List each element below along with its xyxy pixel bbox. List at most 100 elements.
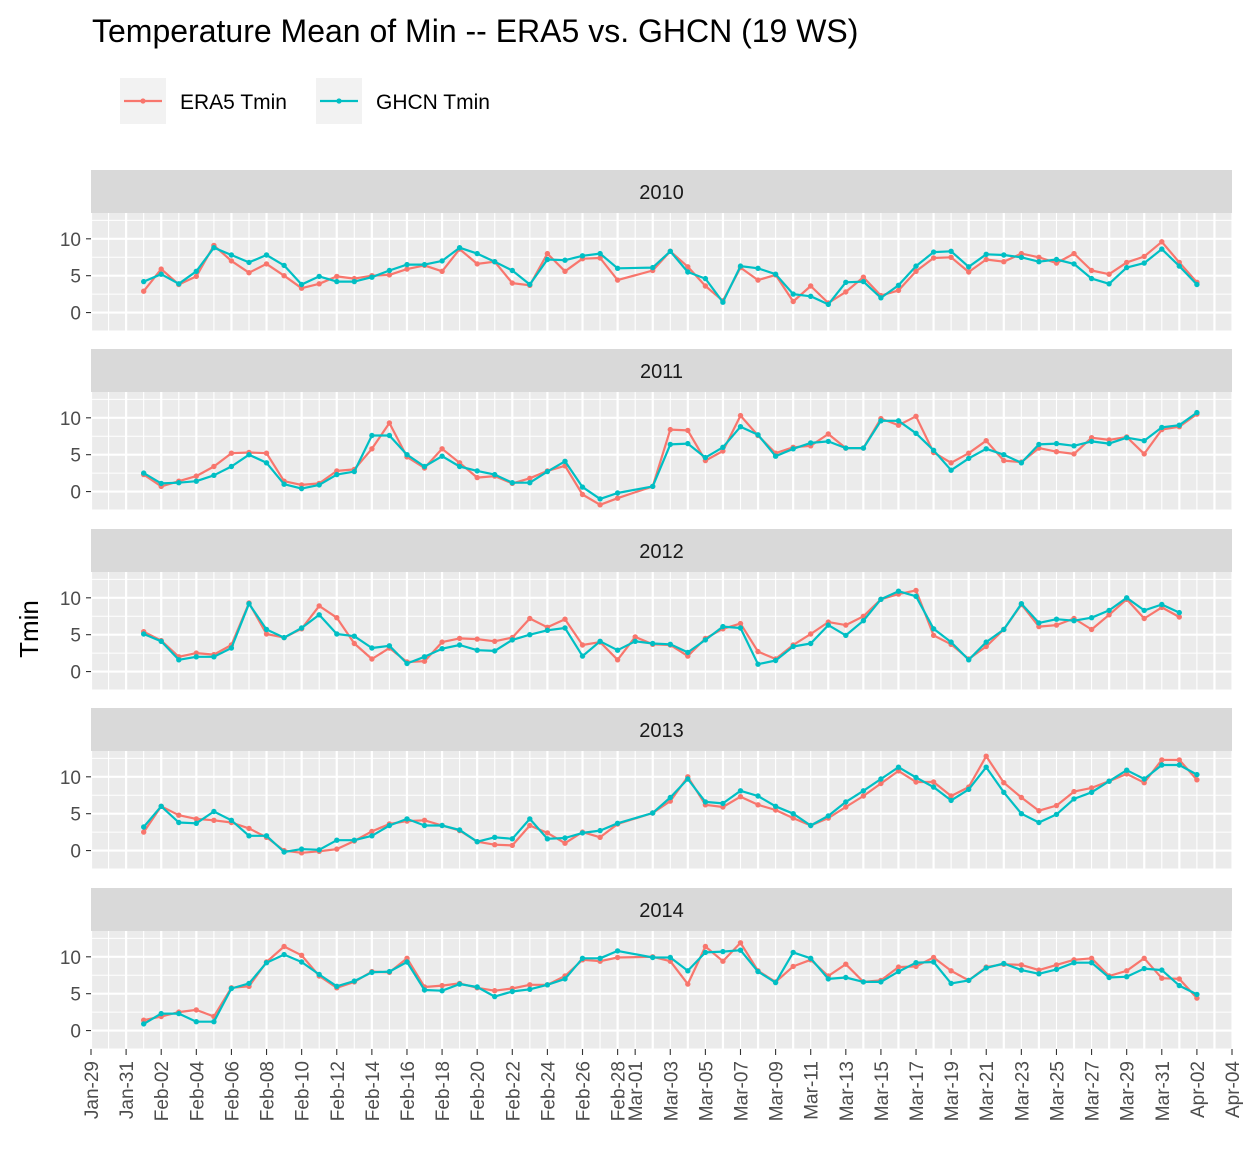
data-point <box>614 948 621 954</box>
data-point <box>369 446 375 452</box>
data-point <box>527 480 533 486</box>
data-point <box>316 482 322 488</box>
data-point <box>176 281 182 287</box>
data-point <box>141 824 147 830</box>
data-point <box>1018 601 1025 607</box>
data-point <box>755 277 761 283</box>
y-tick-label: 5 <box>70 626 81 647</box>
data-point <box>966 269 972 275</box>
data-point <box>509 637 515 643</box>
data-point <box>1071 796 1077 802</box>
data-point <box>597 496 603 502</box>
data-point <box>1088 785 1095 791</box>
data-point <box>369 656 375 662</box>
data-point <box>281 634 287 641</box>
data-point <box>246 825 252 832</box>
data-point <box>1141 780 1147 786</box>
data-point <box>193 473 199 479</box>
data-point <box>772 807 779 813</box>
data-point <box>737 788 744 794</box>
data-point <box>527 281 533 288</box>
data-point <box>878 776 884 782</box>
data-point <box>456 827 463 833</box>
data-point <box>895 422 902 428</box>
data-point <box>983 438 989 444</box>
data-point <box>685 264 691 270</box>
data-point <box>1053 802 1060 809</box>
data-point <box>1141 253 1147 260</box>
facet-panels: 2010 0 5 10 2011 0 5 10 2012 0 5 10 2013 0 5 10 2014 0 5 10 <box>60 170 1233 1050</box>
data-point <box>808 293 814 299</box>
data-point <box>316 281 322 287</box>
data-point <box>562 835 568 841</box>
data-point <box>386 432 393 439</box>
data-point <box>562 268 568 274</box>
data-point <box>966 264 972 270</box>
data-point <box>298 485 305 492</box>
x-tick-label: Feb-10 <box>293 1061 314 1121</box>
data-point <box>1001 626 1007 633</box>
data-point <box>632 634 638 640</box>
data-point <box>228 645 235 651</box>
data-point <box>895 282 902 288</box>
data-point <box>527 822 533 829</box>
data-point <box>1036 971 1042 977</box>
data-point <box>755 432 761 438</box>
data-point <box>808 631 814 637</box>
data-point <box>246 833 252 839</box>
strip-background <box>91 708 1232 751</box>
data-point <box>439 982 445 989</box>
data-point <box>421 654 428 660</box>
data-point <box>597 827 603 834</box>
data-point <box>1176 422 1183 428</box>
x-tick-label: Mar-05 <box>696 1061 717 1121</box>
data-point <box>755 802 761 808</box>
data-point <box>1088 789 1095 795</box>
data-point <box>158 638 164 644</box>
data-point <box>439 268 445 274</box>
data-point <box>579 642 586 648</box>
data-point <box>913 413 919 419</box>
data-point <box>720 444 726 450</box>
legend: ERA5 Tmin GHCN Tmin <box>120 78 490 124</box>
data-point <box>281 849 287 855</box>
data-point <box>843 289 849 295</box>
data-point <box>263 460 270 466</box>
data-point <box>404 955 410 961</box>
data-point <box>562 616 568 622</box>
series-ghcn <box>141 245 1200 308</box>
data-point <box>544 468 551 475</box>
x-tick-label: Mar-23 <box>1012 1061 1033 1121</box>
data-point <box>913 430 919 436</box>
data-point <box>614 277 621 283</box>
data-point <box>316 612 322 618</box>
data-point <box>895 964 902 970</box>
data-point <box>474 647 480 653</box>
data-point <box>808 283 814 289</box>
data-point <box>1176 609 1183 616</box>
data-point <box>966 455 972 462</box>
data-point <box>755 661 761 667</box>
data-point <box>720 958 726 964</box>
data-point <box>386 267 393 274</box>
y-tick-label: 10 <box>60 409 81 430</box>
data-point <box>228 252 235 258</box>
data-point <box>1018 794 1025 801</box>
data-point <box>404 452 410 458</box>
data-point <box>456 245 463 251</box>
data-point <box>597 250 603 257</box>
data-point <box>544 256 551 263</box>
data-point <box>1124 259 1130 266</box>
panel-2012: 2012 0 5 10 <box>60 529 1233 691</box>
data-point <box>1071 250 1077 257</box>
data-point <box>439 822 445 829</box>
data-point <box>808 955 814 961</box>
data-point <box>404 660 410 667</box>
data-point <box>913 963 919 970</box>
data-point <box>439 446 445 452</box>
x-tick-label: Mar-13 <box>837 1061 858 1121</box>
data-point <box>702 454 709 461</box>
data-point <box>263 261 270 267</box>
data-point <box>1036 623 1042 630</box>
x-tick-label: Feb-24 <box>538 1061 559 1122</box>
